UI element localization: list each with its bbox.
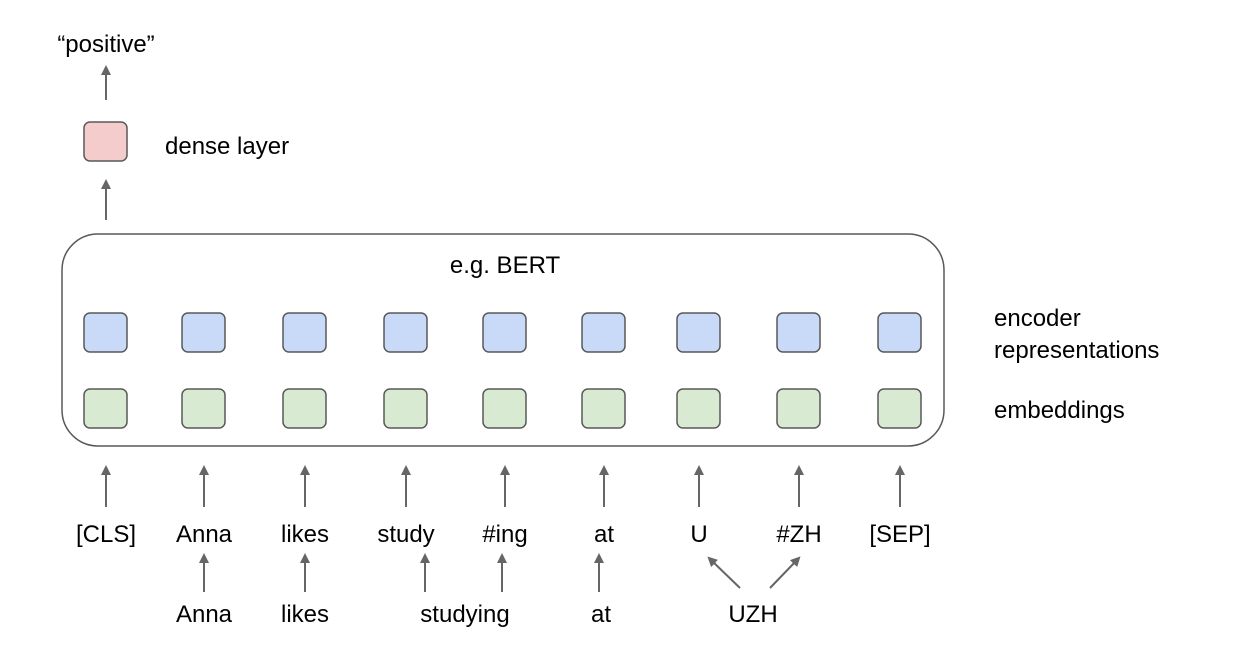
encoder-representation-box: [776, 312, 821, 353]
word-label: likes: [281, 601, 329, 628]
embedding-box: [676, 388, 721, 429]
token-label: study: [377, 521, 434, 548]
token-label: #ing: [482, 521, 527, 548]
token-label: at: [594, 521, 614, 548]
embedding-box: [181, 388, 226, 429]
embedding-box: [482, 388, 527, 429]
word-label: Anna: [176, 601, 233, 628]
encoder-representation-box: [83, 312, 128, 353]
encoder-representation-box: [282, 312, 327, 353]
word-label: studying: [420, 601, 509, 628]
model-container: [61, 233, 945, 447]
token-label: [SEP]: [869, 521, 930, 548]
embedding-box: [581, 388, 626, 429]
token-label: likes: [281, 521, 329, 548]
dense-layer-label: dense layer: [165, 133, 289, 160]
encoder-label-line1: encoder: [994, 305, 1081, 332]
embedding-box: [383, 388, 428, 429]
encoder-representation-box: [383, 312, 428, 353]
token-label: Anna: [176, 521, 233, 548]
token-label: U: [690, 521, 707, 548]
embedding-box: [877, 388, 922, 429]
output-label: “positive”: [57, 31, 154, 58]
encoder-representation-box: [181, 312, 226, 353]
word-label: at: [591, 601, 611, 628]
embedding-box: [282, 388, 327, 429]
encoder-representation-box: [482, 312, 527, 353]
encoder-representation-box: [581, 312, 626, 353]
embedding-box: [776, 388, 821, 429]
word-label: UZH: [728, 601, 777, 628]
model-label: e.g. BERT: [450, 252, 561, 279]
encoder-representation-box: [676, 312, 721, 353]
word-row: Anna likes studying at UZH: [176, 553, 801, 628]
encoder-representation-box: [877, 312, 922, 353]
arrow-word-to-token: [707, 556, 741, 589]
arrow-word-to-token: [769, 556, 801, 589]
embeddings-label: embeddings: [994, 397, 1125, 424]
encoder-label-line2: representations: [994, 337, 1159, 364]
token-label: #ZH: [776, 521, 821, 548]
token-label: [CLS]: [76, 521, 136, 548]
dense-layer-box: [83, 121, 128, 162]
embedding-box: [83, 388, 128, 429]
token-columns: [CLS] Anna likes study #ing at U #ZH [SEP]: [76, 312, 931, 548]
